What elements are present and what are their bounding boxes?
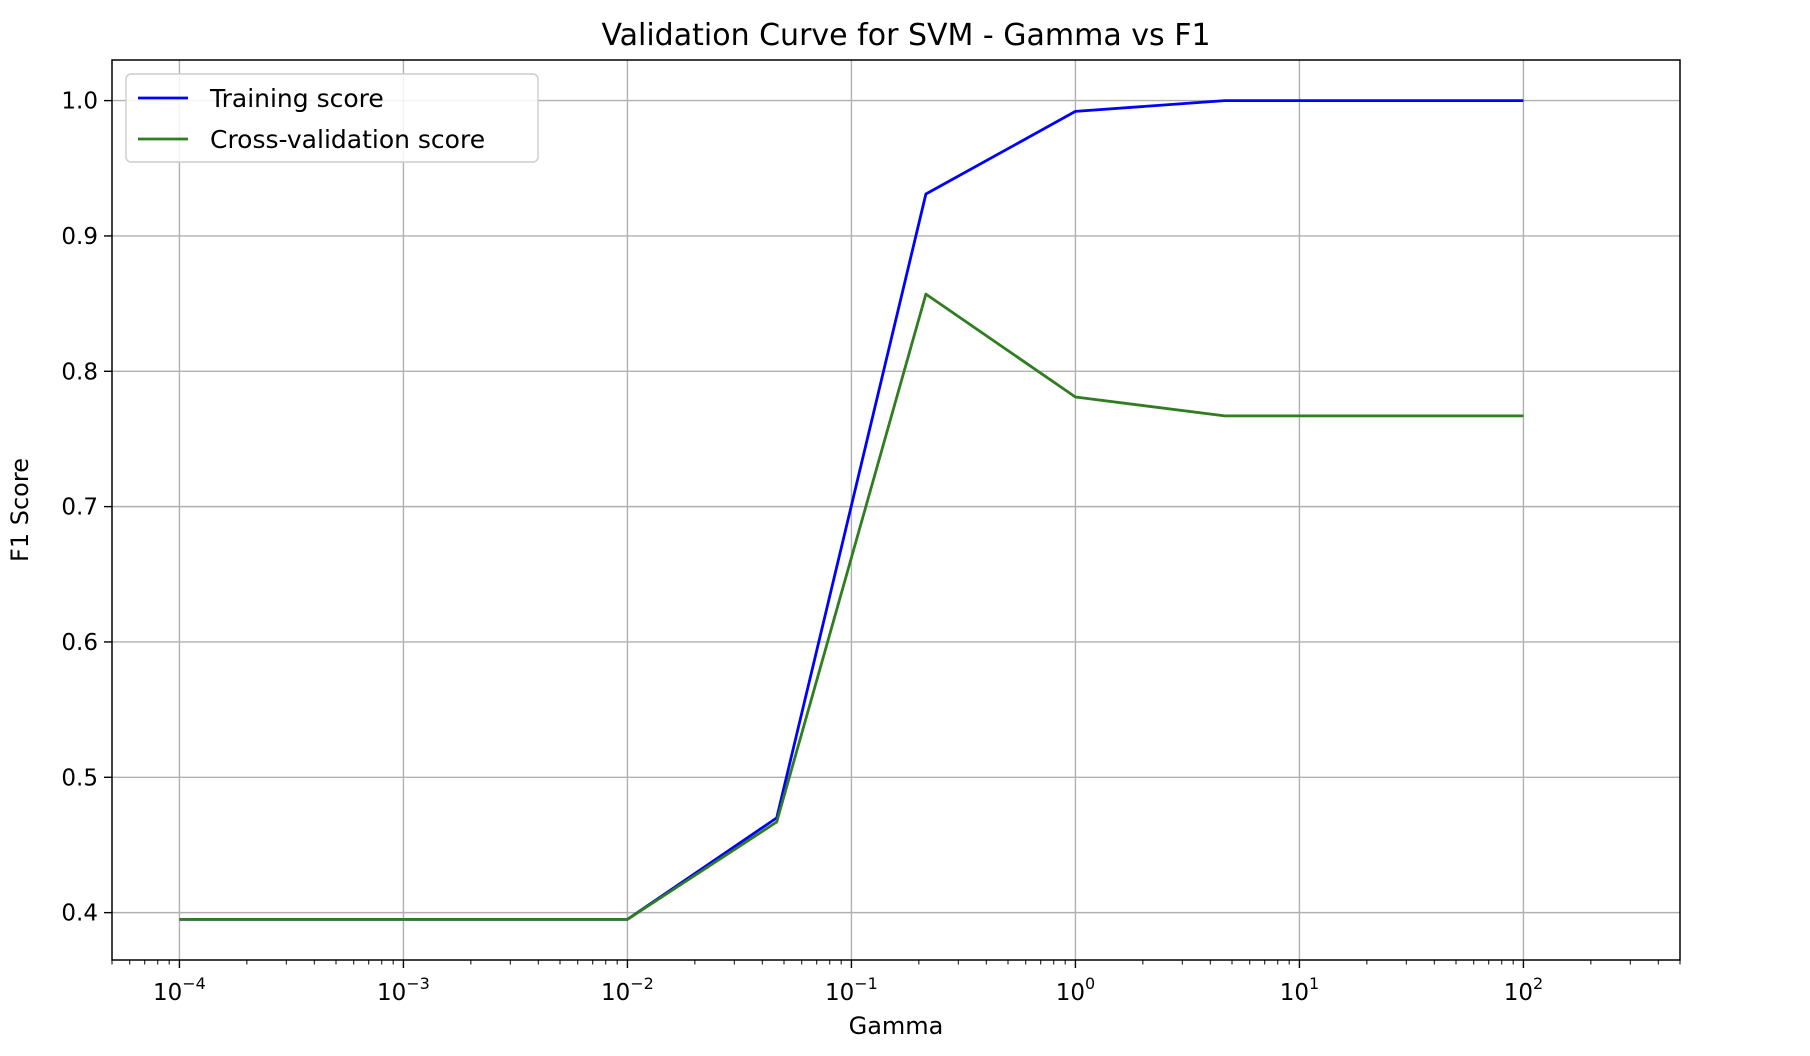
y-tick-label: 0.5 bbox=[61, 765, 98, 791]
x-tick-label: 102 bbox=[1504, 974, 1543, 1006]
y-tick-label: 0.7 bbox=[61, 495, 98, 521]
legend: Training score Cross-validation score bbox=[125, 73, 539, 163]
y-tick-label: 0.6 bbox=[61, 630, 98, 656]
x-tick-label: 100 bbox=[1056, 974, 1095, 1006]
series-lines bbox=[179, 99, 1524, 921]
legend-box bbox=[125, 73, 539, 163]
x-tick-label: 10−4 bbox=[153, 974, 206, 1006]
y-tick-label: 1.0 bbox=[61, 89, 98, 115]
y-tick-label: 0.4 bbox=[61, 901, 98, 927]
x-tick-label: 10−1 bbox=[825, 974, 878, 1006]
x-tick-label: 101 bbox=[1280, 974, 1319, 1006]
legend-label-1: Cross-validation score bbox=[210, 125, 485, 154]
y-tick-label: 0.9 bbox=[61, 224, 98, 250]
axis-ticks: 0.4 0.5 0.6 0.7 0.8 0.9 1.0 10−4 10−3 10−2 10−1 100… bbox=[61, 89, 1681, 1006]
x-tick-label: 10−2 bbox=[601, 974, 654, 1006]
x-tick-label: 10−3 bbox=[377, 974, 430, 1006]
series-line-1 bbox=[179, 292, 1524, 921]
y-axis-label: F1 Score bbox=[6, 458, 34, 562]
y-tick-label: 0.8 bbox=[61, 359, 98, 385]
chart-title: Validation Curve for SVM - Gamma vs F1 bbox=[601, 18, 1210, 53]
plot-frame bbox=[111, 59, 1681, 961]
legend-label-0: Training score bbox=[209, 84, 384, 113]
x-axis-label: Gamma bbox=[849, 1012, 944, 1040]
